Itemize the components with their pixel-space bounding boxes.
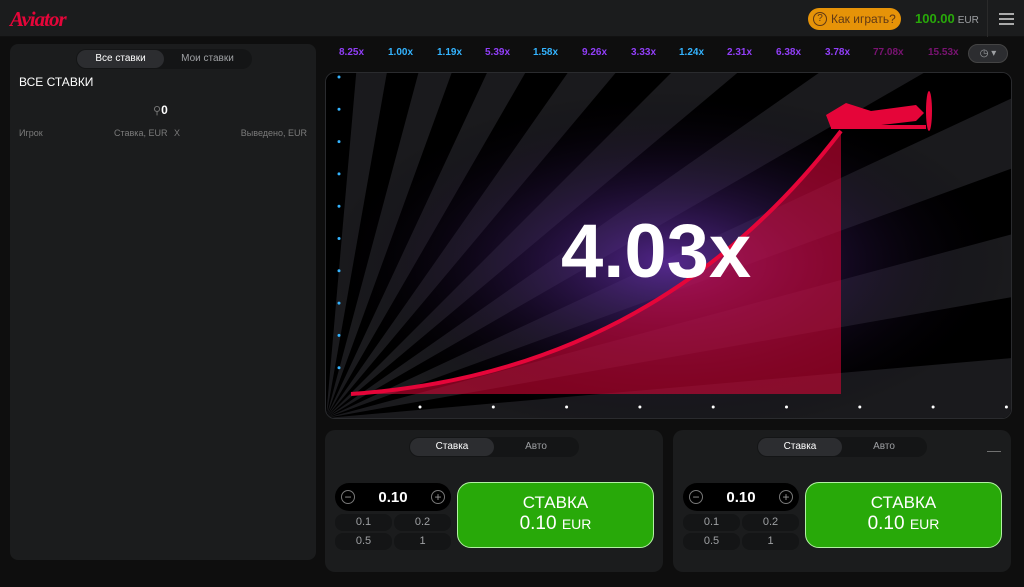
col-player: Игрок — [19, 128, 43, 138]
flight-graph — [326, 73, 1011, 418]
balance-amount: 100.00 — [915, 11, 955, 26]
remove-panel-button[interactable]: — — [987, 442, 1001, 458]
user-icon: ⚲ — [153, 105, 162, 117]
history-multiplier[interactable]: 3.33x — [631, 47, 657, 58]
y-axis-dot — [337, 172, 341, 176]
how-to-play-button[interactable]: ? Как играть? — [808, 8, 901, 30]
y-axis-dot — [337, 75, 341, 79]
history-multiplier[interactable]: 2.31x — [727, 47, 753, 58]
history-multiplier[interactable]: 77.08x — [873, 47, 904, 58]
all-bets-title: ВСЕ СТАВКИ — [19, 75, 94, 89]
history-multiplier[interactable]: 5.39x — [485, 47, 511, 58]
y-axis-dot — [337, 301, 341, 305]
y-axis-dot — [337, 269, 341, 273]
bet-button-amount: 0.10 — [519, 513, 557, 534]
y-axis-dot — [337, 237, 341, 240]
plus-icon[interactable]: + — [778, 490, 793, 504]
quick-amount[interactable]: 0.5 — [683, 533, 740, 550]
balance-currency: EUR — [957, 15, 979, 26]
players-count-value: 0 — [161, 103, 168, 117]
history-multiplier[interactable]: 1.24x — [679, 47, 705, 58]
top-bar: Aviator ? Как играть? 100.00 EUR — [0, 0, 1024, 37]
quick-amount[interactable]: 0.2 — [742, 514, 799, 531]
y-axis-dot — [337, 204, 341, 208]
bet-mode-tabs: Ставка Авто — [409, 437, 579, 457]
col-bet: Ставка, EUR — [114, 128, 168, 138]
bet-button[interactable]: СТАВКА 0.10 EUR — [805, 482, 1002, 548]
tab-all-bets[interactable]: Все ставки — [77, 50, 164, 68]
tab-auto[interactable]: Авто — [873, 441, 895, 452]
history-toggle-button[interactable]: ◷ ▾ — [968, 44, 1008, 63]
tab-my-bets[interactable]: Мои ставки — [181, 53, 234, 64]
amount-stepper: − 0.10 + — [335, 483, 451, 511]
balance: 100.00 EUR — [915, 11, 979, 26]
bets-panel: Все ставки Мои ставки ВСЕ СТАВКИ ⚲0 Игро… — [10, 44, 316, 560]
history-multiplier[interactable]: 8.25x — [339, 47, 365, 58]
minus-icon[interactable]: − — [341, 490, 355, 504]
bet-button-label: СТАВКА — [870, 493, 937, 512]
aviator-logo: Aviator — [10, 7, 67, 31]
airplane-icon — [826, 91, 932, 131]
current-multiplier: 4.03x — [561, 209, 752, 294]
bet-panel-1: Ставка Авто − 0.10 + 0.1 0.2 0.5 1 СТАВК… — [325, 430, 663, 572]
history-multiplier[interactable]: 9.26x — [582, 47, 608, 58]
axis-dots — [337, 75, 1008, 409]
flight-area — [351, 131, 841, 394]
tab-bet[interactable]: Ставка — [410, 438, 494, 456]
bet-button-currency: EUR — [561, 516, 592, 532]
x-axis-dot — [1004, 405, 1008, 409]
bet-button[interactable]: СТАВКА 0.10 EUR — [457, 482, 654, 548]
x-axis-dot — [931, 405, 935, 409]
bet-mode-tabs: Ставка Авто — [757, 437, 927, 457]
bet-button-amount: 0.10 — [867, 513, 905, 534]
x-axis-dot — [638, 405, 642, 409]
history-multiplier[interactable]: 1.00x — [388, 47, 414, 58]
quick-amount[interactable]: 0.1 — [683, 514, 740, 531]
quick-amounts: 0.1 0.2 0.5 1 — [335, 514, 451, 550]
x-axis-dot — [565, 405, 569, 409]
col-x: X — [174, 128, 181, 138]
minus-icon[interactable]: − — [689, 490, 703, 504]
bet-button-label: СТАВКА — [522, 493, 589, 512]
bet-panel-2: Ставка Авто — − 0.10 + 0.1 0.2 0.5 1 СТА… — [673, 430, 1011, 572]
x-axis-dot — [858, 405, 862, 409]
y-axis-dot — [337, 333, 341, 337]
menu-icon[interactable] — [987, 0, 1024, 37]
players-count: ⚲0 — [153, 103, 168, 117]
plus-icon[interactable]: + — [430, 490, 445, 504]
quick-amount[interactable]: 1 — [394, 533, 451, 550]
x-axis-dot — [491, 405, 495, 409]
history-multiplier[interactable]: 3.78x — [825, 47, 851, 58]
history-multiplier[interactable]: 6.38x — [776, 47, 802, 58]
tab-bet[interactable]: Ставка — [758, 438, 842, 456]
game-canvas: 4.03x — [325, 72, 1012, 419]
x-axis-dot — [711, 405, 715, 409]
amount-input[interactable]: 0.10 — [726, 488, 756, 506]
history-multiplier[interactable]: 1.19x — [437, 47, 463, 58]
y-axis-dot — [337, 107, 341, 111]
quick-amount[interactable]: 0.5 — [335, 533, 392, 550]
x-axis-dot — [418, 405, 422, 409]
history-multiplier[interactable]: 15.53x — [928, 47, 959, 58]
bet-button-currency: EUR — [909, 516, 940, 532]
question-icon: ? — [813, 12, 827, 26]
quick-amount[interactable]: 0.1 — [335, 514, 392, 531]
history-multiplier[interactable]: 1.58x — [533, 47, 559, 58]
how-to-play-label: Как играть? — [831, 12, 896, 26]
quick-amount[interactable]: 0.2 — [394, 514, 451, 531]
y-axis-dot — [337, 140, 341, 144]
flight-curve — [350, 129, 843, 396]
amount-stepper: − 0.10 + — [683, 483, 799, 511]
amount-input[interactable]: 0.10 — [378, 488, 408, 506]
col-cashout: Выведено, EUR — [240, 128, 307, 138]
x-axis-dot — [785, 405, 788, 409]
bets-tabs: Все ставки Мои ставки — [76, 49, 252, 69]
quick-amount[interactable]: 1 — [742, 533, 799, 550]
tab-auto[interactable]: Авто — [525, 441, 547, 452]
quick-amounts: 0.1 0.2 0.5 1 — [683, 514, 799, 550]
y-axis-dot — [337, 366, 341, 370]
